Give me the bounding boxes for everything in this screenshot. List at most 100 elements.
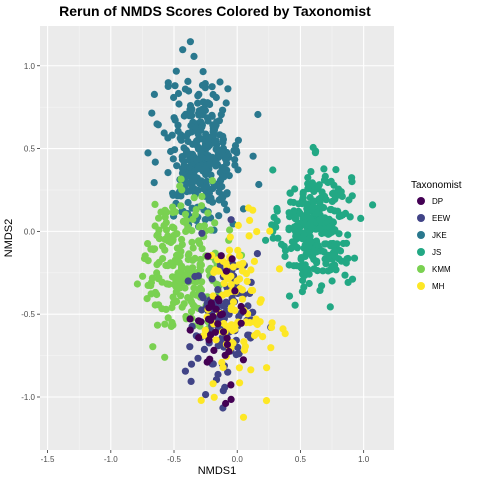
point-eew	[233, 351, 240, 358]
legend-key-kmm	[417, 265, 425, 273]
legend-label-dp: DP	[432, 197, 443, 206]
point-dp	[240, 356, 247, 363]
point-jke	[223, 206, 230, 213]
point-mh	[215, 268, 222, 275]
point-jke	[195, 91, 202, 98]
point-jke	[205, 134, 212, 141]
point-js	[310, 144, 317, 151]
point-js	[320, 165, 327, 172]
point-jke	[193, 156, 200, 163]
point-jke	[222, 156, 229, 163]
point-jke	[185, 130, 192, 137]
point-kmm	[188, 239, 195, 246]
point-dp	[210, 347, 217, 354]
point-js	[329, 198, 336, 205]
point-mh	[220, 364, 227, 371]
point-jke	[193, 138, 200, 145]
point-mh	[238, 262, 245, 269]
point-mh	[266, 228, 273, 235]
point-dp	[208, 299, 215, 306]
point-kmm	[177, 202, 184, 209]
point-jke	[175, 90, 182, 97]
point-mh	[279, 325, 286, 332]
point-dp	[220, 328, 227, 335]
point-js	[316, 216, 323, 223]
point-js	[344, 231, 351, 238]
point-kmm	[141, 255, 148, 262]
point-kmm	[148, 279, 155, 286]
point-eew	[188, 378, 195, 385]
point-mh	[246, 232, 253, 239]
point-eew	[201, 346, 208, 353]
legend-key-js	[417, 248, 425, 256]
point-jke	[219, 107, 226, 114]
point-dp	[238, 320, 245, 327]
point-js	[340, 240, 347, 247]
point-jke	[195, 187, 202, 194]
point-js	[369, 201, 376, 208]
point-js	[316, 287, 323, 294]
point-eew	[214, 286, 221, 293]
point-mh	[244, 278, 251, 285]
point-js	[262, 237, 269, 244]
point-js	[281, 253, 288, 260]
point-jke	[250, 153, 257, 160]
point-eew	[198, 230, 205, 237]
point-kmm	[158, 305, 165, 312]
point-dp	[223, 268, 230, 275]
point-kmm	[169, 319, 176, 326]
point-jke	[202, 84, 209, 91]
legend-label-mh: MH	[432, 282, 445, 291]
x-axis-ticks: -1.5 -1.0 -0.5 0.0 0.5 1.0	[41, 450, 370, 464]
point-kmm	[182, 219, 189, 226]
legend-label-eew: EEW	[432, 214, 451, 223]
point-js	[325, 231, 332, 238]
point-jke	[213, 118, 220, 125]
point-kmm	[176, 285, 183, 292]
legend-title: Taxonomist	[411, 180, 462, 191]
point-eew	[186, 343, 193, 350]
point-jke	[152, 159, 159, 166]
point-jke	[188, 174, 195, 181]
point-kmm	[149, 343, 156, 350]
legend: Taxonomist DP EEW JKE JS KMM MH	[411, 180, 462, 291]
point-js	[328, 206, 335, 213]
point-jke	[184, 78, 191, 85]
point-jke	[233, 149, 240, 156]
point-js	[291, 215, 298, 222]
x-tick-label: -0.5	[167, 455, 181, 464]
point-jke	[219, 133, 226, 140]
point-js	[314, 241, 321, 248]
point-js	[338, 188, 345, 195]
point-jke	[218, 195, 225, 202]
legend-key-jke	[417, 231, 425, 239]
point-jke	[155, 121, 162, 128]
point-js	[334, 208, 341, 215]
point-kmm	[188, 308, 195, 315]
point-jke	[216, 78, 223, 85]
point-eew	[209, 275, 216, 282]
point-jke	[151, 179, 158, 186]
point-jke	[194, 100, 201, 107]
point-js	[325, 267, 332, 274]
point-jke	[151, 91, 158, 98]
point-jke	[213, 94, 220, 101]
y-tick-label: -1.0	[21, 393, 35, 402]
point-js	[321, 177, 328, 184]
point-mh	[234, 247, 241, 254]
point-jke	[195, 165, 202, 172]
point-mh	[228, 306, 235, 313]
point-mh	[212, 336, 219, 343]
point-mh	[249, 287, 256, 294]
point-js	[292, 302, 299, 309]
point-kmm	[134, 280, 141, 287]
point-mh	[236, 379, 243, 386]
point-js	[293, 243, 300, 250]
point-dp	[214, 320, 221, 327]
point-dp	[240, 308, 247, 315]
point-jke	[224, 85, 231, 92]
point-kmm	[178, 267, 185, 274]
point-mh	[235, 222, 242, 229]
point-jke	[184, 150, 191, 157]
y-axis-ticks: -1.0-0.50.00.51.0	[21, 62, 40, 402]
